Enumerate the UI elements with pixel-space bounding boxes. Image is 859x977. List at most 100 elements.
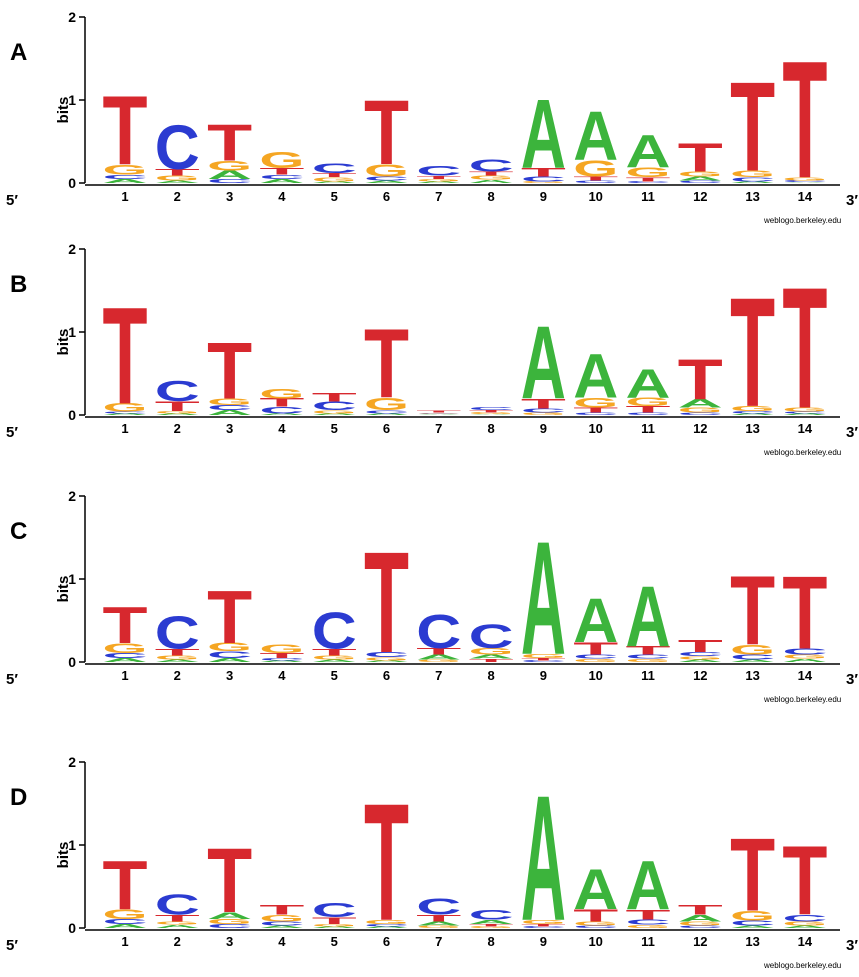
letter: C — [782, 180, 827, 183]
letter: A — [416, 414, 461, 415]
letter: C — [782, 913, 827, 923]
letter: C — [730, 919, 775, 927]
x-tick-label: 3 — [226, 934, 233, 949]
letter: T — [207, 114, 252, 172]
letter: T — [416, 175, 461, 180]
end-label: 3′ — [846, 937, 858, 954]
x-tick-label: 11 — [641, 934, 655, 949]
letter: A — [626, 568, 671, 665]
start-label: 5′ — [6, 192, 18, 209]
y-tick-label: 1 — [68, 324, 76, 340]
letter: T — [103, 76, 148, 186]
letter: C — [259, 920, 304, 926]
x-tick-label: 2 — [174, 934, 181, 949]
letter: G — [416, 659, 461, 663]
x-tick-label: 7 — [435, 421, 442, 436]
letter: A — [207, 409, 252, 417]
x-tick-label: 7 — [435, 668, 442, 683]
letter: G — [155, 654, 200, 660]
panel-label: B — [10, 271, 27, 298]
letter: C — [416, 163, 461, 179]
y-tick-label: 2 — [68, 488, 76, 504]
letter: G — [573, 156, 618, 182]
letter: C — [782, 647, 827, 656]
letter: A — [364, 180, 409, 184]
letter: A — [416, 181, 461, 184]
letter: G — [259, 147, 304, 173]
letter: T — [103, 596, 148, 654]
letter: G — [521, 412, 566, 416]
y-tick-label: 2 — [68, 241, 76, 257]
x-tick-label: 4 — [278, 189, 286, 204]
letter: G — [573, 658, 618, 663]
letter: C — [521, 660, 566, 663]
letter: T — [469, 923, 514, 927]
letter: A — [469, 654, 514, 660]
x-tick-label: 1 — [121, 668, 128, 683]
letter: A — [521, 79, 566, 189]
letter: G — [103, 640, 148, 656]
x-tick-label: 10 — [588, 668, 602, 683]
letter: C — [730, 176, 775, 182]
letter: C — [782, 411, 827, 414]
panel-label: C — [10, 518, 27, 545]
x-tick-label: 9 — [540, 421, 547, 436]
letter: G — [207, 158, 252, 174]
letter: C — [103, 174, 148, 180]
letter: A — [207, 657, 252, 663]
x-tick-label: 12 — [693, 668, 707, 683]
letter: A — [416, 653, 461, 661]
letter: G — [469, 646, 514, 656]
letter: A — [730, 181, 775, 184]
letter: G — [626, 165, 671, 181]
letter: C — [155, 375, 200, 408]
x-tick-label: 11 — [641, 189, 655, 204]
letter: T — [678, 902, 723, 918]
y-tick-label: 0 — [68, 407, 76, 423]
letter: A — [312, 413, 357, 416]
letter: T — [678, 135, 723, 180]
y-tick-label: 0 — [68, 654, 76, 670]
letter: T — [259, 652, 304, 660]
letter: T — [103, 278, 148, 433]
letter: A — [782, 182, 827, 183]
letter: T — [155, 913, 200, 923]
letter: G — [207, 918, 252, 926]
letter: T — [207, 575, 252, 659]
letter: G — [678, 655, 723, 660]
x-tick-label: 10 — [588, 189, 602, 204]
letter: T — [782, 251, 827, 444]
letter: G — [469, 926, 514, 929]
letter: T — [364, 308, 409, 418]
x-tick-label: 14 — [798, 421, 813, 436]
letter: G — [155, 410, 200, 414]
letter: A — [207, 169, 252, 182]
letter: G — [416, 925, 461, 929]
x-tick-label: 8 — [487, 421, 494, 436]
letter: G — [312, 923, 357, 927]
letter: T — [573, 639, 618, 658]
letter: G — [678, 920, 723, 926]
y-tick-label: 2 — [68, 754, 76, 770]
x-tick-label: 4 — [278, 421, 286, 436]
letter: C — [207, 404, 252, 412]
letter: A — [521, 508, 566, 688]
x-tick-label: 8 — [487, 189, 494, 204]
letter: A — [103, 178, 148, 184]
x-tick-label: 5 — [331, 189, 338, 204]
letter: C — [416, 894, 461, 920]
letter: G — [312, 654, 357, 660]
y-axis-label: bits — [55, 97, 72, 124]
x-tick-label: 12 — [693, 421, 707, 436]
letter: G — [103, 162, 148, 178]
letter: G — [103, 401, 148, 414]
letter: C — [626, 919, 671, 927]
x-tick-label: 2 — [174, 421, 181, 436]
letter: C — [626, 181, 671, 184]
letter: G — [678, 170, 723, 178]
letter: C — [573, 654, 618, 660]
letter: T — [469, 658, 514, 663]
letter: T — [416, 913, 461, 923]
letter: G — [364, 395, 409, 414]
letter: A — [782, 658, 827, 663]
